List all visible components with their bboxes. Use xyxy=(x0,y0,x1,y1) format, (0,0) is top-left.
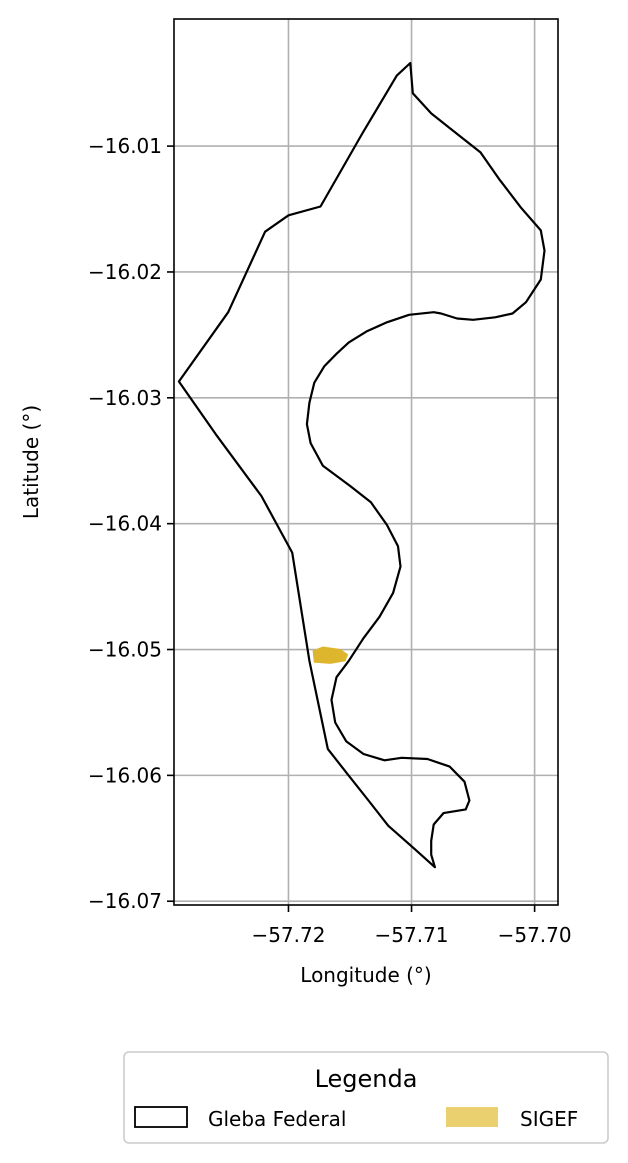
legend-label-gleba-federal: Gleba Federal xyxy=(208,1107,346,1131)
x-axis-title: Longitude (°) xyxy=(300,963,431,987)
y-tick-label-1: −16.02 xyxy=(88,260,162,284)
y-axis-title: Latitude (°) xyxy=(19,405,43,519)
y-tick-label-6: −16.07 xyxy=(88,889,162,913)
y-tick-label-2: −16.03 xyxy=(88,386,162,410)
y-tick-label-0: −16.01 xyxy=(88,134,162,158)
plot-frame xyxy=(173,18,559,906)
y-axis-ticks: −16.01 −16.02 −16.03 −16.04 −16.05 −16.06 −16.… xyxy=(88,134,174,913)
x-axis-ticks: −57.72 −57.71 −57.70 xyxy=(251,905,572,947)
gleba-federal-polygon xyxy=(177,61,546,869)
grid-horizontal-lines xyxy=(174,145,558,903)
legend-swatch-gleba-federal xyxy=(134,1106,188,1128)
legend: Legenda Gleba Federal SIGEF xyxy=(123,1051,609,1144)
sigef-parcel-polygon xyxy=(312,646,349,664)
map-layers xyxy=(177,61,546,869)
legend-swatch-sigef xyxy=(446,1107,498,1127)
x-tick-label-1: −57.71 xyxy=(375,923,449,947)
x-tick-label-0: −57.72 xyxy=(251,923,325,947)
y-tick-label-5: −16.06 xyxy=(88,763,162,787)
y-tick-label-4: −16.05 xyxy=(88,638,162,662)
legend-label-sigef: SIGEF xyxy=(520,1107,578,1131)
legend-title: Legenda xyxy=(315,1065,418,1093)
y-tick-label-3: −16.04 xyxy=(88,512,162,536)
x-tick-label-2: −57.70 xyxy=(498,923,572,947)
